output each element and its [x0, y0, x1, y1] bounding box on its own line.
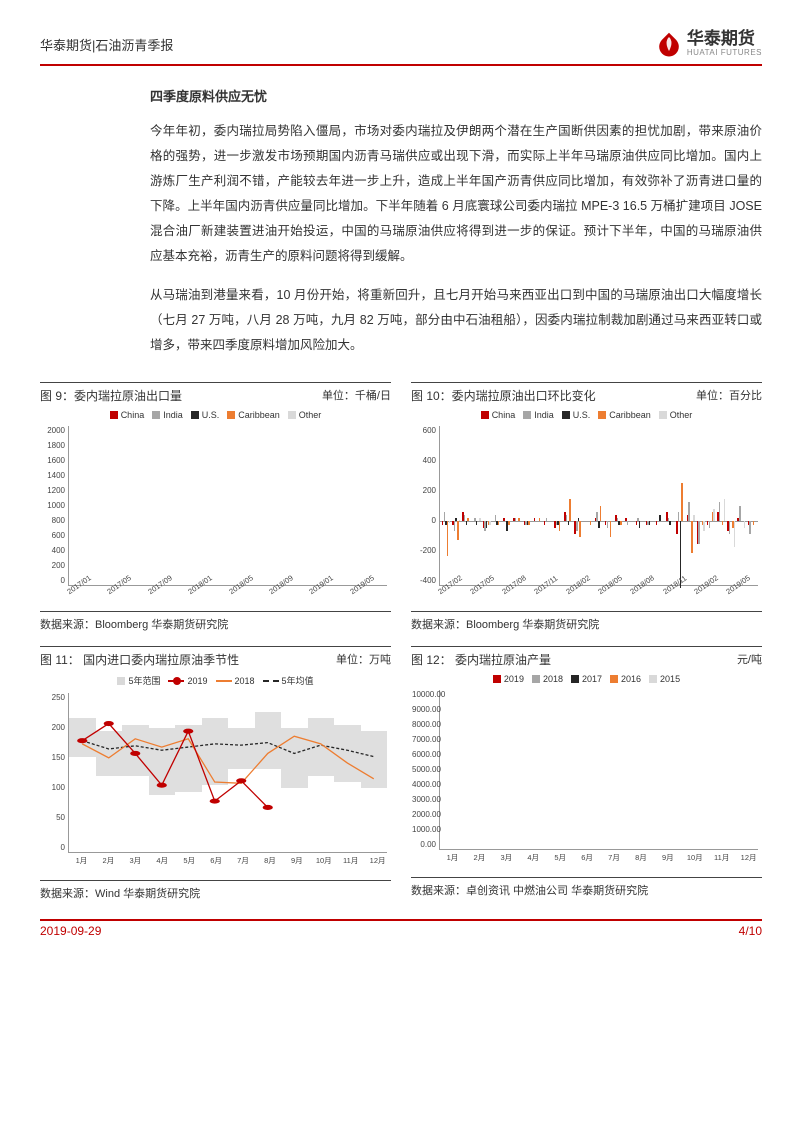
chart11-plot: 050100150200250 [68, 693, 387, 853]
page-footer: 2019-09-29 4/10 [40, 919, 762, 938]
chart12-title: 图 12： 委内瑞拉原油产量 [411, 651, 551, 668]
chart10-xaxis: 2017/022017/052017/082017/112018/022018/… [439, 586, 762, 597]
chart9-unit: 单位：千桶/日 [322, 387, 391, 404]
chart12-source: 数据来源：卓创资讯 中燃油公司 华泰期货研究院 [411, 877, 762, 898]
paragraph-1: 今年年初，委内瑞拉局势陷入僵局，市场对委内瑞拉及伊朗两个潜在生产国断供因素的担忧… [150, 119, 762, 269]
chart10-legend: ChinaIndiaU.S.CaribbeanOther [411, 408, 762, 422]
logo-text-en: HUATAI FUTURES [687, 49, 762, 58]
header-title: 华泰期货|石油沥青季报 [40, 35, 173, 54]
chart10-title: 图 10：委内瑞拉原油出口环比变化 [411, 387, 596, 404]
chart11-title: 图 11： 国内进口委内瑞拉原油季节性 [40, 651, 239, 668]
chart12-xaxis: 1月2月3月4月5月6月7月8月9月10月11月12月 [439, 850, 762, 863]
section-title: 四季度原料供应无忧 [150, 86, 762, 105]
footer-date: 2019-09-29 [40, 924, 101, 938]
chart10-plot: -400-2000200400600 [439, 426, 758, 586]
paragraph-2: 从马瑞油到港量来看，10 月份开始，将重新回升，且七月开始马来西亚出口到中国的马… [150, 283, 762, 358]
chart9-source: 数据来源：Bloomberg 华泰期货研究院 [40, 611, 391, 632]
chart-11: 图 11： 国内进口委内瑞拉原油季节性 单位：万吨 5年范围201920185年… [40, 646, 391, 901]
chart11-source: 数据来源：Wind 华泰期货研究院 [40, 880, 391, 901]
chart9-xaxis: 2017/012017/052017/092018/012018/052018/… [68, 586, 391, 597]
page-header: 华泰期货|石油沥青季报 华泰期货 HUATAI FUTURES [40, 30, 762, 66]
chart9-plot: 0200400600800100012001400160018002000 [68, 426, 387, 586]
chart10-unit: 单位：百分比 [696, 387, 762, 404]
main-text: 四季度原料供应无忧 今年年初，委内瑞拉局势陷入僵局，市场对委内瑞拉及伊朗两个潜在… [150, 86, 762, 358]
chart-12: 图 12： 委内瑞拉原油产量 元/吨 20192018201720162015 … [411, 646, 762, 901]
chart12-legend: 20192018201720162015 [411, 672, 762, 686]
chart9-title: 图 9：委内瑞拉原油出口量 [40, 387, 182, 404]
chart9-legend: ChinaIndiaU.S.CaribbeanOther [40, 408, 391, 422]
chart11-xaxis: 1月2月3月4月5月6月7月8月9月10月11月12月 [68, 853, 391, 866]
chart-10: 图 10：委内瑞拉原油出口环比变化 单位：百分比 ChinaIndiaU.S.C… [411, 382, 762, 632]
footer-page: 4/10 [739, 924, 762, 938]
chart10-source: 数据来源：Bloomberg 华泰期货研究院 [411, 611, 762, 632]
chart12-plot: 0.001000.002000.003000.004000.005000.006… [439, 690, 758, 850]
chart12-unit: 元/吨 [737, 651, 762, 668]
logo: 华泰期货 HUATAI FUTURES [655, 30, 762, 58]
huatai-logo-icon [655, 30, 683, 58]
chart11-legend: 5年范围201920185年均值 [40, 672, 391, 689]
logo-text-cn: 华泰期货 [687, 30, 762, 49]
chart11-unit: 单位：万吨 [336, 651, 391, 668]
chart-9: 图 9：委内瑞拉原油出口量 单位：千桶/日 ChinaIndiaU.S.Cari… [40, 382, 391, 632]
